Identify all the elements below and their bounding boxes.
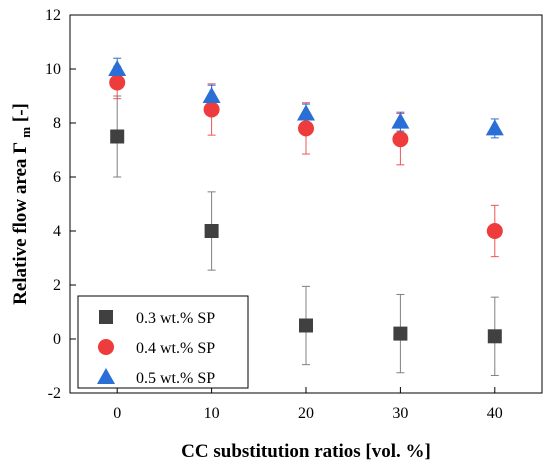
legend-items: 0.3 wt.% SP 0.4 wt.% SP 0.5 wt.% SP <box>97 310 215 387</box>
legend-label-2: 0.4 wt.% SP <box>136 340 215 357</box>
data-point-series-2 <box>486 223 503 239</box>
y-tick-label: 6 <box>53 169 61 186</box>
data-point-series-1 <box>110 129 125 144</box>
y-axis-title-main: Relative flow area Γ <box>10 142 31 305</box>
data-point-series-3 <box>108 60 127 76</box>
x-tick-label: 0 <box>113 405 121 422</box>
legend-label-3: 0.5 wt.% SP <box>136 370 215 387</box>
y-tick-label: 8 <box>53 115 61 132</box>
y-tick-label: 12 <box>45 7 61 24</box>
legend-label-1: 0.3 wt.% SP <box>136 310 215 327</box>
y-axis-title: Relative flow area Γ m [-] <box>10 103 35 305</box>
legend-marker-3 <box>97 368 115 384</box>
data-point-series-2 <box>203 101 220 118</box>
x-axis-title: CC substitution ratios [vol. %] <box>181 441 431 462</box>
legend: 0.3 wt.% SP 0.4 wt.% SP 0.5 wt.% SP <box>77 295 249 389</box>
tick-group: -2 0 2 4 6 8 10 12 0 10 20 30 40 <box>45 7 503 422</box>
marker-group <box>108 60 504 344</box>
data-point-series-2 <box>109 74 126 91</box>
data-point-series-3 <box>485 119 504 136</box>
data-point-series-2 <box>298 120 314 137</box>
x-tick-label: 30 <box>392 405 408 422</box>
y-tick-label: -2 <box>48 385 61 402</box>
data-point-series-3 <box>202 87 221 103</box>
x-tick-label: 20 <box>298 405 314 422</box>
x-tick-label: 10 <box>204 405 220 422</box>
data-point-series-2 <box>392 131 409 148</box>
data-point-series-3 <box>391 112 410 129</box>
y-tick-label: 2 <box>53 277 61 294</box>
x-tick-label: 40 <box>487 405 503 422</box>
data-point-series-3 <box>297 104 315 121</box>
data-point-series-1 <box>393 326 408 341</box>
y-tick-label: 4 <box>53 223 61 240</box>
data-point-series-1 <box>299 318 313 333</box>
data-point-series-1 <box>487 329 502 344</box>
y-axis-title-subscript: m <box>18 127 33 138</box>
y-tick-label: 0 <box>53 331 61 348</box>
legend-marker-1 <box>99 310 113 324</box>
y-axis-title-suffix: [-] <box>10 103 31 122</box>
y-tick-label: 10 <box>45 61 61 78</box>
legend-marker-2 <box>98 339 114 355</box>
data-point-series-1 <box>204 224 219 238</box>
